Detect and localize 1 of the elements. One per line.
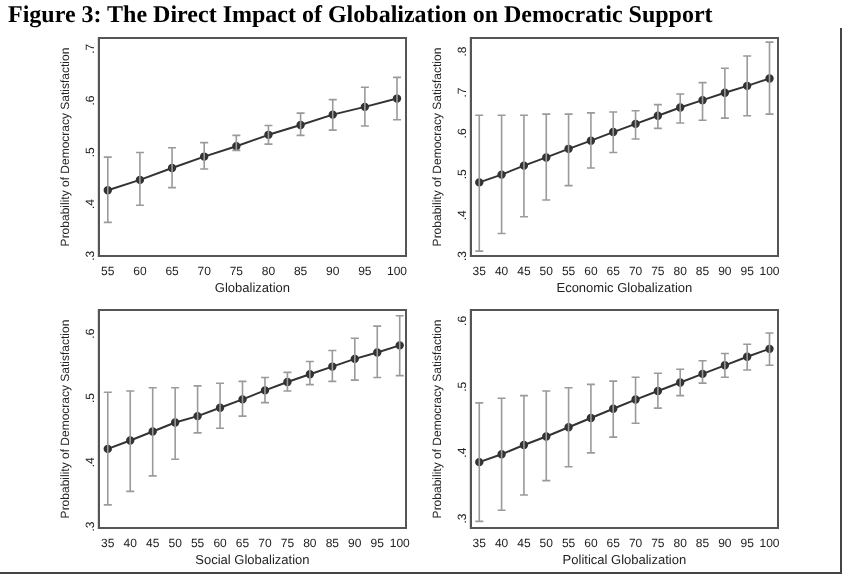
- chart-title: Figure 3: The Direct Impact of Globalization on Democratic Support: [8, 0, 713, 30]
